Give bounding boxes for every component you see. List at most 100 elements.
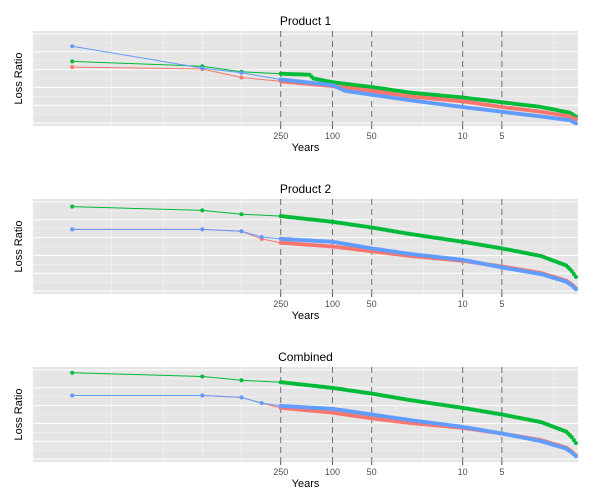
data-point	[239, 212, 244, 217]
data-point	[239, 378, 244, 383]
data-point	[497, 246, 502, 251]
data-point	[200, 66, 205, 71]
data-point	[537, 109, 542, 114]
data-point	[458, 104, 463, 109]
data-point	[239, 75, 244, 80]
series-green	[70, 204, 578, 279]
data-point	[562, 279, 567, 284]
chart-title: Product 2	[280, 182, 332, 196]
data-point	[328, 406, 333, 411]
data-point	[200, 227, 205, 232]
data-point	[537, 253, 542, 258]
data-point	[239, 229, 244, 234]
chart-title: Product 1	[280, 14, 332, 28]
data-point	[70, 65, 75, 70]
data-point	[568, 433, 572, 438]
x-axis-title: Years	[292, 142, 320, 154]
data-point	[458, 99, 463, 104]
data-point	[573, 441, 578, 445]
x-tick-label: 50	[367, 299, 377, 309]
series-blue	[70, 44, 578, 126]
data-point	[568, 449, 572, 454]
x-tick-label: 100	[325, 467, 340, 477]
data-point	[497, 109, 502, 114]
data-point	[367, 84, 372, 89]
data-point	[367, 88, 372, 93]
data-point	[458, 424, 463, 429]
data-point	[70, 393, 75, 398]
data-point	[328, 385, 333, 390]
data-point	[367, 412, 372, 417]
data-point	[537, 419, 542, 424]
x-tick-label: 250	[273, 131, 288, 141]
y-axis-title: Loss Ratio	[13, 389, 25, 441]
x-axis-title: Years	[292, 310, 320, 322]
data-point	[70, 44, 75, 49]
data-point	[239, 395, 244, 400]
data-point	[367, 246, 372, 251]
data-point	[458, 257, 463, 262]
data-point	[537, 104, 542, 109]
series-blue	[70, 227, 578, 292]
data-point	[328, 82, 333, 87]
data-point	[328, 79, 333, 84]
data-point	[309, 74, 314, 79]
data-point	[406, 251, 411, 256]
data-point	[537, 438, 542, 443]
data-point	[200, 393, 205, 398]
data-point	[406, 417, 411, 422]
data-point	[70, 227, 75, 232]
data-point	[341, 87, 345, 92]
data-point	[406, 94, 411, 99]
data-point	[565, 110, 570, 115]
data-point	[562, 428, 567, 433]
data-point	[562, 446, 567, 451]
data-point	[571, 285, 576, 290]
data-point	[367, 391, 372, 396]
data-point	[70, 370, 75, 375]
data-point	[458, 239, 463, 244]
data-point	[571, 120, 576, 125]
data-point	[367, 225, 372, 230]
data-point	[259, 401, 264, 406]
data-point	[305, 72, 310, 77]
data-point	[571, 452, 576, 457]
x-tick-label: 100	[325, 131, 340, 141]
data-point	[537, 271, 542, 276]
data-point	[458, 405, 463, 410]
data-point	[565, 118, 570, 122]
y-axis-title: Loss Ratio	[13, 53, 25, 105]
data-point	[328, 410, 333, 415]
chart-title: Combined	[278, 350, 333, 364]
x-tick-label: 250	[273, 299, 288, 309]
chart-panel-2: 250 100 50 10 5 Product 2 Years Loss Ratio	[13, 182, 578, 322]
data-point	[70, 59, 75, 64]
data-point	[367, 92, 372, 97]
series-green	[70, 370, 578, 445]
y-axis-title: Loss Ratio	[13, 221, 25, 273]
chart-panel-3: 250 100 50 10 5 Combined Years Loss Ratio	[13, 350, 578, 490]
data-point	[568, 282, 572, 287]
data-point	[70, 204, 75, 209]
x-tick-label: 10	[458, 131, 468, 141]
data-point	[328, 244, 333, 249]
data-point	[200, 208, 205, 213]
data-point	[406, 231, 411, 236]
data-point	[328, 219, 333, 224]
data-point	[406, 397, 411, 402]
series-green	[70, 59, 578, 119]
data-point	[537, 114, 542, 119]
data-point	[497, 265, 502, 269]
data-point	[367, 416, 372, 420]
data-point	[259, 235, 264, 239]
data-point	[497, 412, 502, 417]
x-tick-label: 10	[458, 299, 468, 309]
grid-lines	[32, 367, 578, 462]
grid-lines	[32, 31, 578, 126]
series-blue	[70, 393, 578, 459]
x-tick-label: 5	[499, 131, 504, 141]
x-axis-title: Years	[292, 478, 320, 490]
x-tick-label: 50	[367, 467, 377, 477]
data-point	[200, 374, 205, 379]
